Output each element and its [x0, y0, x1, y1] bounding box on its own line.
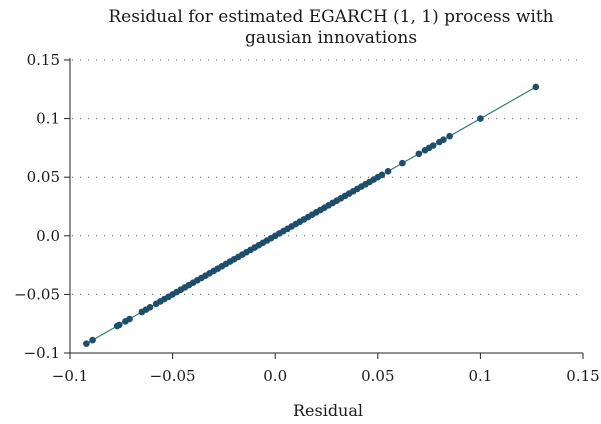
- data-point: [83, 340, 90, 347]
- x-tick-label: −0.1: [52, 367, 88, 385]
- data-point: [126, 315, 133, 323]
- x-tick-label: 0.0: [263, 367, 287, 385]
- data-point: [384, 168, 392, 175]
- data-point: [399, 159, 406, 167]
- y-tick-label: −0.05: [14, 285, 60, 303]
- x-tick-label: −0.05: [150, 367, 196, 385]
- x-axis-label: Residual: [293, 401, 363, 420]
- data-point: [115, 321, 123, 329]
- data-point: [429, 142, 437, 149]
- axes: [64, 58, 584, 359]
- y-tick-label: 0.1: [36, 110, 60, 128]
- data-point: [446, 132, 453, 140]
- data-point: [378, 171, 386, 179]
- y-tick-label: 0.05: [27, 168, 60, 186]
- data-point: [415, 150, 423, 158]
- y-tick-label: 0.0: [36, 227, 60, 245]
- chart-title-line-2: gausian innovations: [245, 28, 417, 48]
- x-tick-label: 0.05: [361, 367, 394, 385]
- data-point: [146, 303, 154, 311]
- data-point: [532, 83, 540, 91]
- series-residual: [83, 83, 540, 347]
- x-tick-label: 0.15: [566, 367, 599, 385]
- tick-labels: 0.15 0.1 0.05 0.0 −0.05 −0.1 −0.1 −0.05 0.0 0.05 0…: [14, 51, 600, 385]
- data-point: [440, 136, 447, 143]
- chart-title-line-1: Residual for estimated EGARCH (1, 1) pro…: [108, 7, 553, 27]
- y-tick-label: 0.15: [27, 51, 60, 69]
- y-tick-label: −0.1: [24, 344, 60, 362]
- data-point: [89, 336, 96, 344]
- data-point: [477, 115, 484, 122]
- x-tick-label: 0.1: [468, 367, 492, 385]
